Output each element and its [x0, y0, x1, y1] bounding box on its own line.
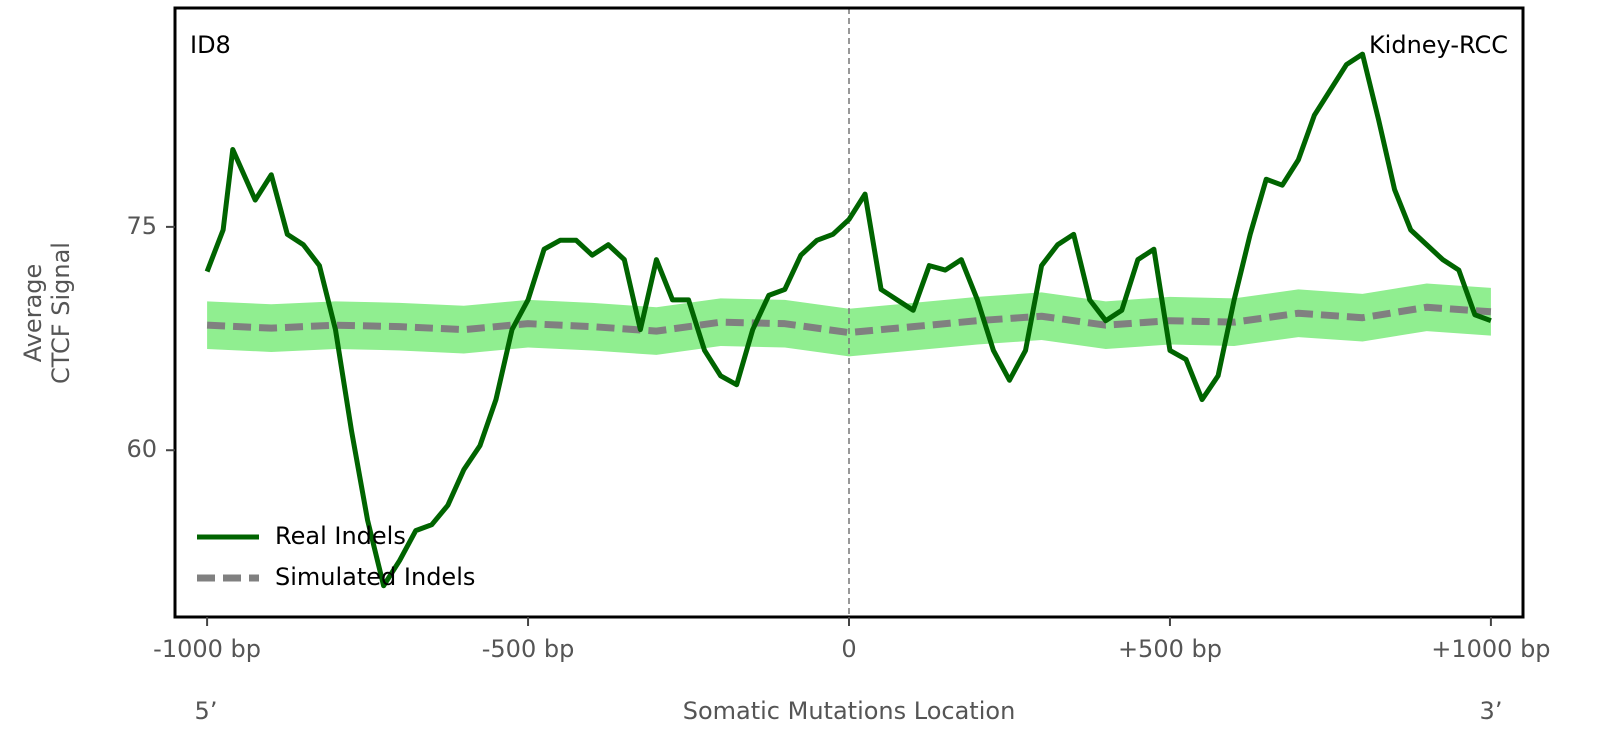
x-tick-label: +500 bp — [1118, 635, 1222, 663]
x-tick-label: -500 bp — [482, 635, 575, 663]
x-tick-label: 0 — [841, 635, 856, 663]
x-tick-label: -1000 bp — [153, 635, 261, 663]
y-axis-label-line: Average — [19, 264, 47, 363]
y-axis-label-line: CTCF Signal — [47, 242, 75, 384]
x-axis-label: Somatic Mutations Location — [683, 697, 1016, 725]
series-line — [204, 51, 1492, 589]
legend-label: Simulated Indels — [275, 563, 475, 591]
y-tick-label: 60 — [126, 435, 157, 463]
y-tick-label: 75 — [126, 212, 157, 240]
corner-right-label: Kidney-RCC — [1369, 31, 1508, 59]
y-axis-label: Average CTCF Signal — [19, 242, 75, 384]
x-start-label: 5’ — [195, 697, 218, 725]
corner-left-label: ID8 — [190, 31, 231, 59]
legend-label: Real Indels — [275, 522, 406, 550]
series-line — [206, 303, 1492, 337]
x-end-label: 3’ — [1480, 697, 1503, 725]
x-tick-label: +1000 bp — [1431, 635, 1550, 663]
